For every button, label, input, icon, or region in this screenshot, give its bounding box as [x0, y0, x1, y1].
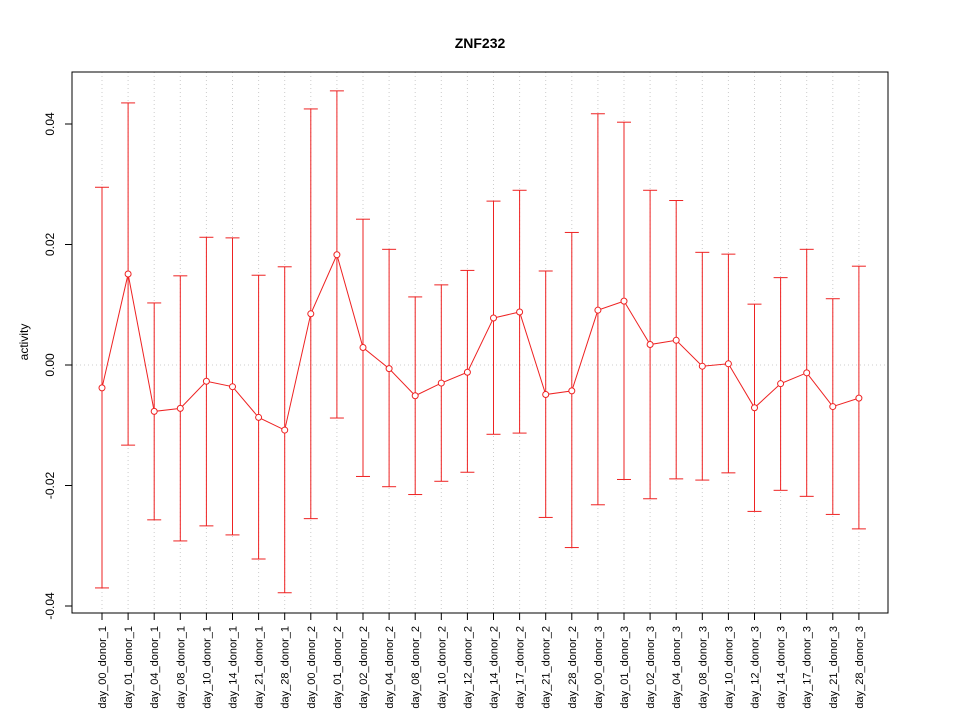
data-point	[176, 404, 184, 412]
x-tick-label: day_04_donor_1	[149, 626, 161, 709]
y-tick-label: -0.04	[43, 592, 57, 620]
x-tick-label: day_28_donor_3	[854, 626, 866, 709]
chart-title: ZNF232	[455, 35, 506, 51]
data-point	[255, 413, 263, 421]
x-tick-label: day_17_donor_3	[802, 626, 814, 709]
x-tick-label: day_10_donor_2	[436, 626, 448, 709]
x-tick-label: day_21_donor_3	[828, 626, 840, 709]
data-point	[333, 251, 341, 259]
data-point	[359, 344, 367, 352]
data-point	[411, 392, 419, 400]
data-point	[829, 403, 837, 411]
x-tick-label: day_28_donor_1	[280, 626, 292, 709]
data-point	[98, 384, 106, 392]
y-axis: -0.04 -0.02 0.00 0.02 0.04	[43, 112, 73, 620]
data-point	[516, 308, 524, 316]
data-point	[803, 369, 811, 377]
x-tick-label: day_08_donor_1	[175, 626, 187, 709]
y-tick-label: 0.04	[43, 112, 57, 136]
x-tick-label: day_02_donor_2	[358, 626, 370, 709]
data-point	[568, 387, 576, 395]
x-tick-label: day_01_donor_3	[619, 626, 631, 709]
x-tick-label: day_01_donor_2	[332, 626, 344, 709]
data-point	[229, 383, 236, 391]
x-tick-label: day_21_donor_1	[254, 626, 266, 709]
x-tick-label: day_21_donor_2	[541, 626, 553, 709]
data-point	[698, 362, 706, 370]
data-point	[281, 426, 289, 434]
plot-frame	[71, 71, 889, 614]
x-axis: day_00_donor_1 day_01_donor_1 day_04_donor…	[97, 612, 866, 709]
x-tick-label: day_08_donor_2	[410, 626, 422, 709]
data-point	[855, 394, 863, 402]
y-tick-label: -0.02	[43, 472, 57, 500]
x-tick-label: day_04_donor_3	[671, 626, 683, 709]
data-point	[150, 407, 158, 415]
series-line	[101, 253, 860, 431]
data-point	[124, 270, 132, 278]
data-point	[307, 310, 315, 318]
x-tick-label: day_00_donor_1	[97, 626, 109, 709]
x-tick-label: day_14_donor_1	[228, 626, 240, 709]
x-tick-label: day_28_donor_2	[567, 626, 579, 709]
x-tick-label: day_04_donor_2	[384, 626, 396, 709]
x-tick-label: day_12_donor_3	[750, 626, 762, 709]
x-tick-label: day_14_donor_2	[489, 626, 501, 709]
data-point	[202, 377, 210, 385]
error-bars	[95, 90, 866, 594]
data-point	[385, 365, 393, 373]
y-tick-label: 0.00	[43, 353, 57, 377]
x-tick-label: day_01_donor_1	[123, 626, 135, 709]
x-tick-label: day_00_donor_3	[593, 626, 605, 709]
y-tick-label: 0.02	[43, 232, 57, 256]
data-point	[490, 314, 497, 322]
x-tick-label: day_00_donor_2	[306, 626, 318, 709]
data-point	[542, 391, 550, 399]
data-point	[751, 404, 758, 412]
x-tick-label: day_10_donor_3	[723, 626, 735, 709]
data-point	[777, 380, 785, 388]
data-point	[724, 360, 732, 368]
series-line-group	[101, 253, 860, 431]
data-points	[98, 251, 863, 434]
data-point	[594, 306, 602, 314]
x-tick-label: day_14_donor_3	[776, 626, 788, 709]
x-tick-label: day_02_donor_3	[645, 626, 657, 709]
x-tick-label: day_10_donor_1	[201, 626, 213, 709]
data-point	[437, 379, 445, 387]
x-tick-label: day_17_donor_2	[515, 626, 527, 709]
data-point	[646, 341, 654, 349]
x-tick-label: day_08_donor_3	[697, 626, 709, 709]
data-point	[672, 336, 680, 344]
data-point	[463, 368, 471, 376]
y-axis-label: activity	[17, 324, 31, 361]
grid	[72, 72, 888, 613]
data-point	[620, 297, 628, 305]
x-tick-label: day_12_donor_2	[462, 626, 474, 709]
